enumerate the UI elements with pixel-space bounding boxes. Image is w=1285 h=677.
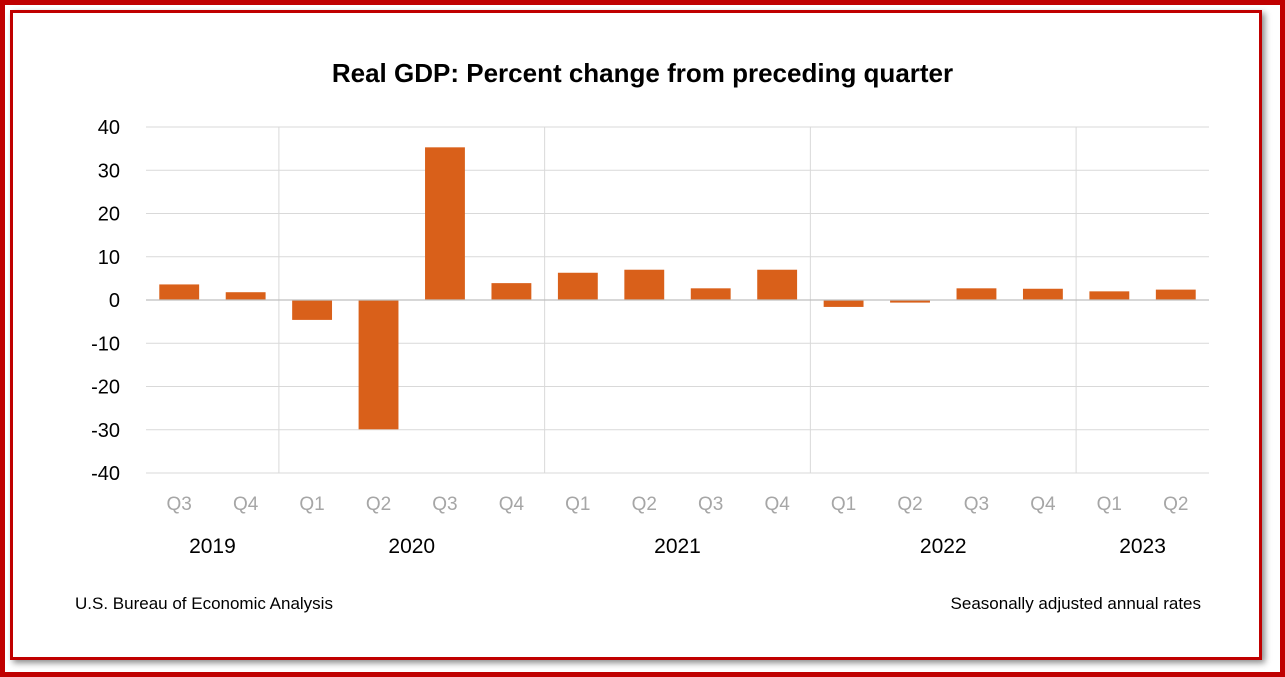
quarter-label: Q3 bbox=[432, 494, 457, 515]
year-labels: 2019 2020 2021 2022 2023 bbox=[189, 535, 1166, 558]
bar bbox=[225, 292, 266, 300]
year-label: 2022 bbox=[920, 535, 967, 558]
bar bbox=[956, 288, 997, 300]
bar bbox=[1089, 291, 1130, 300]
quarter-label: Q4 bbox=[499, 494, 525, 515]
y-tick-label: 20 bbox=[98, 204, 120, 226]
y-tick-label: -10 bbox=[91, 333, 120, 355]
source-note: U.S. Bureau of Economic Analysis bbox=[75, 594, 333, 613]
bar bbox=[292, 300, 333, 320]
inner-frame bbox=[10, 10, 1262, 660]
bar bbox=[159, 284, 200, 300]
year-label: 2020 bbox=[388, 535, 435, 558]
y-tick-label: 10 bbox=[98, 247, 120, 269]
bar bbox=[823, 300, 864, 307]
year-label: 2019 bbox=[189, 535, 236, 558]
quarter-label: Q4 bbox=[1030, 494, 1056, 515]
y-tick-label: -40 bbox=[91, 463, 120, 485]
quarter-label: Q1 bbox=[1097, 494, 1122, 515]
quarter-label: Q1 bbox=[831, 494, 856, 515]
gridlines bbox=[146, 126, 1209, 474]
bar bbox=[624, 269, 665, 300]
bar bbox=[890, 300, 930, 303]
quarter-label: Q4 bbox=[233, 494, 259, 515]
bars bbox=[159, 147, 1196, 430]
x-tick-labels: Q3 Q4 Q1 Q2 Q3 Q4 Q1 Q2 Q3 Q4 Q1 Q2 Q3 Q4 Q1 Q2 bbox=[167, 494, 1189, 515]
bar bbox=[491, 283, 532, 300]
bar bbox=[425, 147, 465, 300]
quarter-label: Q1 bbox=[565, 494, 590, 515]
bar bbox=[1155, 289, 1196, 300]
quarter-label: Q3 bbox=[964, 494, 989, 515]
y-tick-label: 30 bbox=[98, 160, 120, 182]
quarter-label: Q1 bbox=[299, 494, 324, 515]
quarter-label: Q2 bbox=[1163, 494, 1188, 515]
bar bbox=[757, 269, 798, 300]
y-tick-label: -20 bbox=[91, 377, 120, 399]
y-tick-label: 0 bbox=[109, 290, 120, 312]
year-label: 2023 bbox=[1119, 535, 1166, 558]
bar bbox=[690, 288, 731, 300]
quarter-label: Q2 bbox=[632, 494, 657, 515]
chart-title: Real GDP: Percent change from preceding … bbox=[331, 58, 954, 88]
y-tick-label: -30 bbox=[91, 420, 120, 442]
bar bbox=[1022, 288, 1063, 300]
rate-note: Seasonally adjusted annual rates bbox=[950, 594, 1201, 613]
bar bbox=[358, 300, 399, 430]
quarter-label: Q4 bbox=[764, 494, 790, 515]
year-label: 2021 bbox=[654, 535, 701, 558]
y-tick-labels: 40 30 20 10 0 -10 -20 -30 -40 bbox=[91, 117, 120, 485]
quarter-label: Q2 bbox=[366, 494, 391, 515]
y-tick-label: 40 bbox=[98, 117, 120, 139]
bar bbox=[557, 272, 598, 300]
quarter-label: Q3 bbox=[698, 494, 723, 515]
quarter-label: Q3 bbox=[167, 494, 192, 515]
quarter-label: Q2 bbox=[897, 494, 922, 515]
